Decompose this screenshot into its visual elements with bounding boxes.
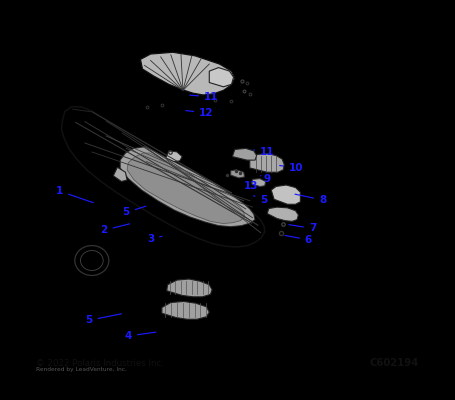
- Polygon shape: [271, 185, 300, 204]
- Polygon shape: [167, 279, 212, 297]
- Text: 2: 2: [101, 224, 130, 235]
- Text: 5: 5: [253, 195, 268, 205]
- Text: 3: 3: [147, 234, 162, 244]
- Text: 10: 10: [280, 163, 303, 173]
- Text: 8: 8: [295, 194, 326, 205]
- Polygon shape: [127, 153, 244, 224]
- Polygon shape: [233, 148, 257, 160]
- Text: 5: 5: [86, 314, 121, 325]
- Polygon shape: [120, 146, 255, 227]
- Polygon shape: [141, 52, 235, 95]
- Polygon shape: [113, 167, 127, 182]
- Polygon shape: [162, 302, 209, 319]
- Polygon shape: [166, 151, 182, 162]
- Text: 11: 11: [190, 92, 218, 102]
- Text: 12: 12: [186, 108, 214, 118]
- Text: 7: 7: [289, 224, 316, 234]
- Text: 13: 13: [244, 181, 258, 191]
- Text: 5: 5: [123, 206, 146, 218]
- Text: 1: 1: [56, 186, 93, 203]
- Polygon shape: [209, 68, 233, 87]
- Text: © 2022 Polaris Industries Inc.: © 2022 Polaris Industries Inc.: [36, 359, 164, 368]
- Polygon shape: [267, 207, 298, 221]
- Text: Rendered by LeadVenture, Inc.: Rendered by LeadVenture, Inc.: [36, 367, 127, 372]
- Polygon shape: [250, 154, 284, 172]
- Text: 11: 11: [254, 147, 274, 157]
- Text: C602194: C602194: [369, 358, 419, 368]
- Polygon shape: [252, 179, 266, 186]
- Polygon shape: [231, 170, 244, 178]
- Text: 6: 6: [285, 235, 312, 245]
- Text: 9: 9: [261, 174, 271, 184]
- Text: 4: 4: [125, 331, 156, 341]
